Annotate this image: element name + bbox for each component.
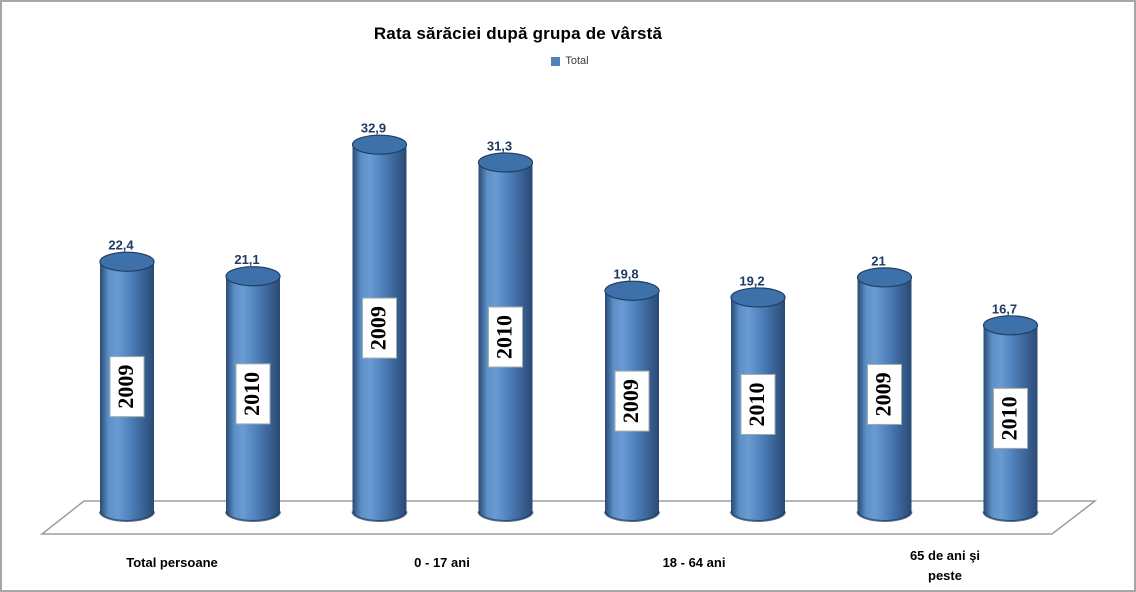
cylinder-top-icon [604, 280, 660, 301]
year-label: 2009 [871, 372, 896, 416]
value-label: 16,7 [992, 301, 1017, 316]
cylinder-top-icon [477, 152, 534, 173]
year-label-box [235, 363, 271, 425]
category-label: 18 - 64 ani [663, 555, 726, 570]
year-label: 2010 [997, 396, 1022, 440]
year-label-box [993, 387, 1028, 449]
category-label: 0 - 17 ani [414, 555, 470, 570]
year-label-box [740, 373, 776, 435]
value-label: 31,3 [487, 139, 512, 154]
cylinder-bottom-rim-icon [99, 511, 155, 522]
chart-floor [39, 500, 1098, 535]
value-label: 19,2 [739, 273, 764, 288]
value-label: 19,8 [613, 267, 638, 282]
legend-swatch-icon [551, 56, 561, 66]
year-label: 2010 [492, 315, 517, 359]
cylinder-top-icon [351, 134, 408, 155]
chart-title: Rata sărăciei după grupa de vârstă [373, 24, 663, 43]
cylinder-bottom-rim-icon [856, 511, 913, 522]
cylinder-top-icon [99, 251, 155, 272]
year-label: 2010 [239, 372, 264, 416]
cylinder-bottom-rim-icon [982, 511, 1039, 522]
year-label-box [488, 306, 523, 368]
legend: Total [2, 55, 1134, 67]
value-label: 21,1 [234, 252, 259, 267]
cylinder-bottom-rim-icon [730, 511, 786, 522]
cylinder-top-icon [225, 266, 281, 287]
year-label: 2009 [366, 306, 391, 350]
cylinder-top-icon [856, 267, 913, 288]
cylinder-bottom-rim-icon [477, 511, 534, 522]
year-label-box [109, 356, 145, 418]
year-label: 2009 [618, 379, 643, 423]
value-label: 32,9 [361, 121, 386, 136]
cylinder-bottom-rim-icon [604, 511, 660, 522]
cylinder-bottom-rim-icon [351, 511, 408, 522]
cylinder-top-icon [982, 315, 1039, 336]
value-label: 21 [871, 253, 885, 268]
year-label-box [614, 370, 650, 432]
category-label: 65 de ani şi peste [910, 548, 980, 583]
legend-label: Total [565, 55, 589, 67]
year-label: 2010 [744, 382, 769, 426]
year-label-box [362, 297, 397, 359]
year-label-box [867, 363, 902, 425]
cylinder-bottom-rim-icon [225, 511, 281, 522]
category-label: Total persoane [126, 555, 218, 570]
value-label: 22,4 [108, 238, 134, 253]
year-label: 2009 [113, 365, 138, 409]
cylinder-top-icon [730, 287, 786, 308]
